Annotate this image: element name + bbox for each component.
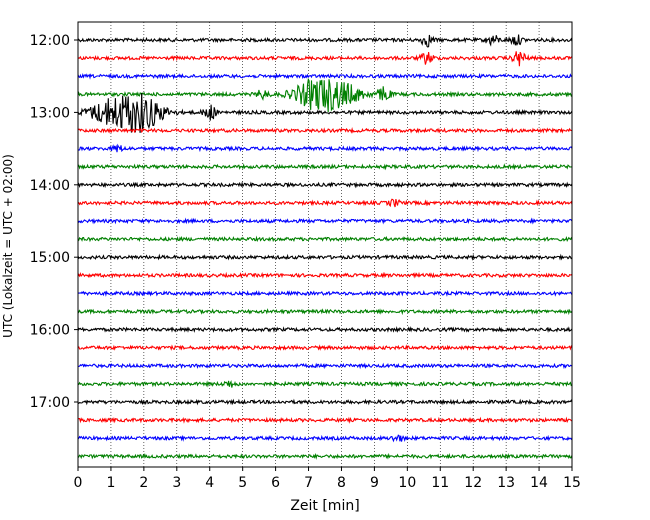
y-axis-label: UTC (Lokalzeit = UTC + 02:00) <box>1 154 15 338</box>
x-tick-label: 13 <box>497 475 515 491</box>
y-tick-label: 14:00 <box>30 178 70 194</box>
x-tick-label: 3 <box>172 475 181 491</box>
trace-row <box>77 398 573 406</box>
trace-row <box>77 434 573 443</box>
x-tick-label: 11 <box>431 475 449 491</box>
x-tick-label: 15 <box>563 475 581 491</box>
x-tick-label: 8 <box>337 475 346 491</box>
trace-row <box>77 308 573 316</box>
x-tick-label: 7 <box>304 475 313 491</box>
x-tick-label: 6 <box>271 475 280 491</box>
x-axis-label: Zeit [min] <box>290 498 359 514</box>
x-gridlines <box>110 22 540 467</box>
trace-row <box>77 380 573 388</box>
trace-row <box>77 344 573 351</box>
trace-row <box>77 72 573 80</box>
y-tick-label: 12:00 <box>30 33 70 49</box>
trace-row <box>77 235 573 243</box>
trace-row <box>77 77 573 113</box>
x-tick-label: 1 <box>106 475 115 491</box>
trace-row <box>77 452 573 460</box>
x-tick-label: 14 <box>530 475 548 491</box>
x-axis: 0 1 2 3 4 5 6 7 8 9 10 11 12 13 14 15 <box>74 467 581 491</box>
trace-row <box>77 217 573 225</box>
x-tick-label: 4 <box>205 475 214 491</box>
plot-frame <box>77 21 573 468</box>
seismic-traces <box>77 34 573 460</box>
trace-row <box>77 325 573 333</box>
x-tick-label: 5 <box>238 475 247 491</box>
x-tick-label: 0 <box>74 475 83 491</box>
x-tick-label: 2 <box>139 475 148 491</box>
trace-row <box>77 126 573 134</box>
y-tick-label: 16:00 <box>30 323 70 339</box>
trace-row <box>77 253 573 261</box>
trace-row <box>77 34 573 48</box>
trace-row <box>77 163 572 171</box>
trace-row <box>77 92 573 133</box>
trace-row <box>77 416 573 424</box>
trace-row <box>77 51 573 67</box>
plot-area <box>78 22 572 467</box>
trace-row <box>77 289 573 297</box>
y-tick-label: 13:00 <box>30 105 70 121</box>
trace-row <box>77 181 573 189</box>
x-tick-label: 9 <box>370 475 379 491</box>
trace-row <box>77 198 573 208</box>
trace-row <box>77 271 573 279</box>
y-tick-label: 17:00 <box>30 395 70 411</box>
trace-row <box>77 143 573 153</box>
trace-row <box>77 362 573 370</box>
x-tick-label: 10 <box>398 475 416 491</box>
y-tick-label: 15:00 <box>30 250 70 266</box>
y-axis: 12:00 13:00 14:00 15:00 16:00 17:00 <box>30 33 78 411</box>
x-tick-label: 12 <box>464 475 482 491</box>
